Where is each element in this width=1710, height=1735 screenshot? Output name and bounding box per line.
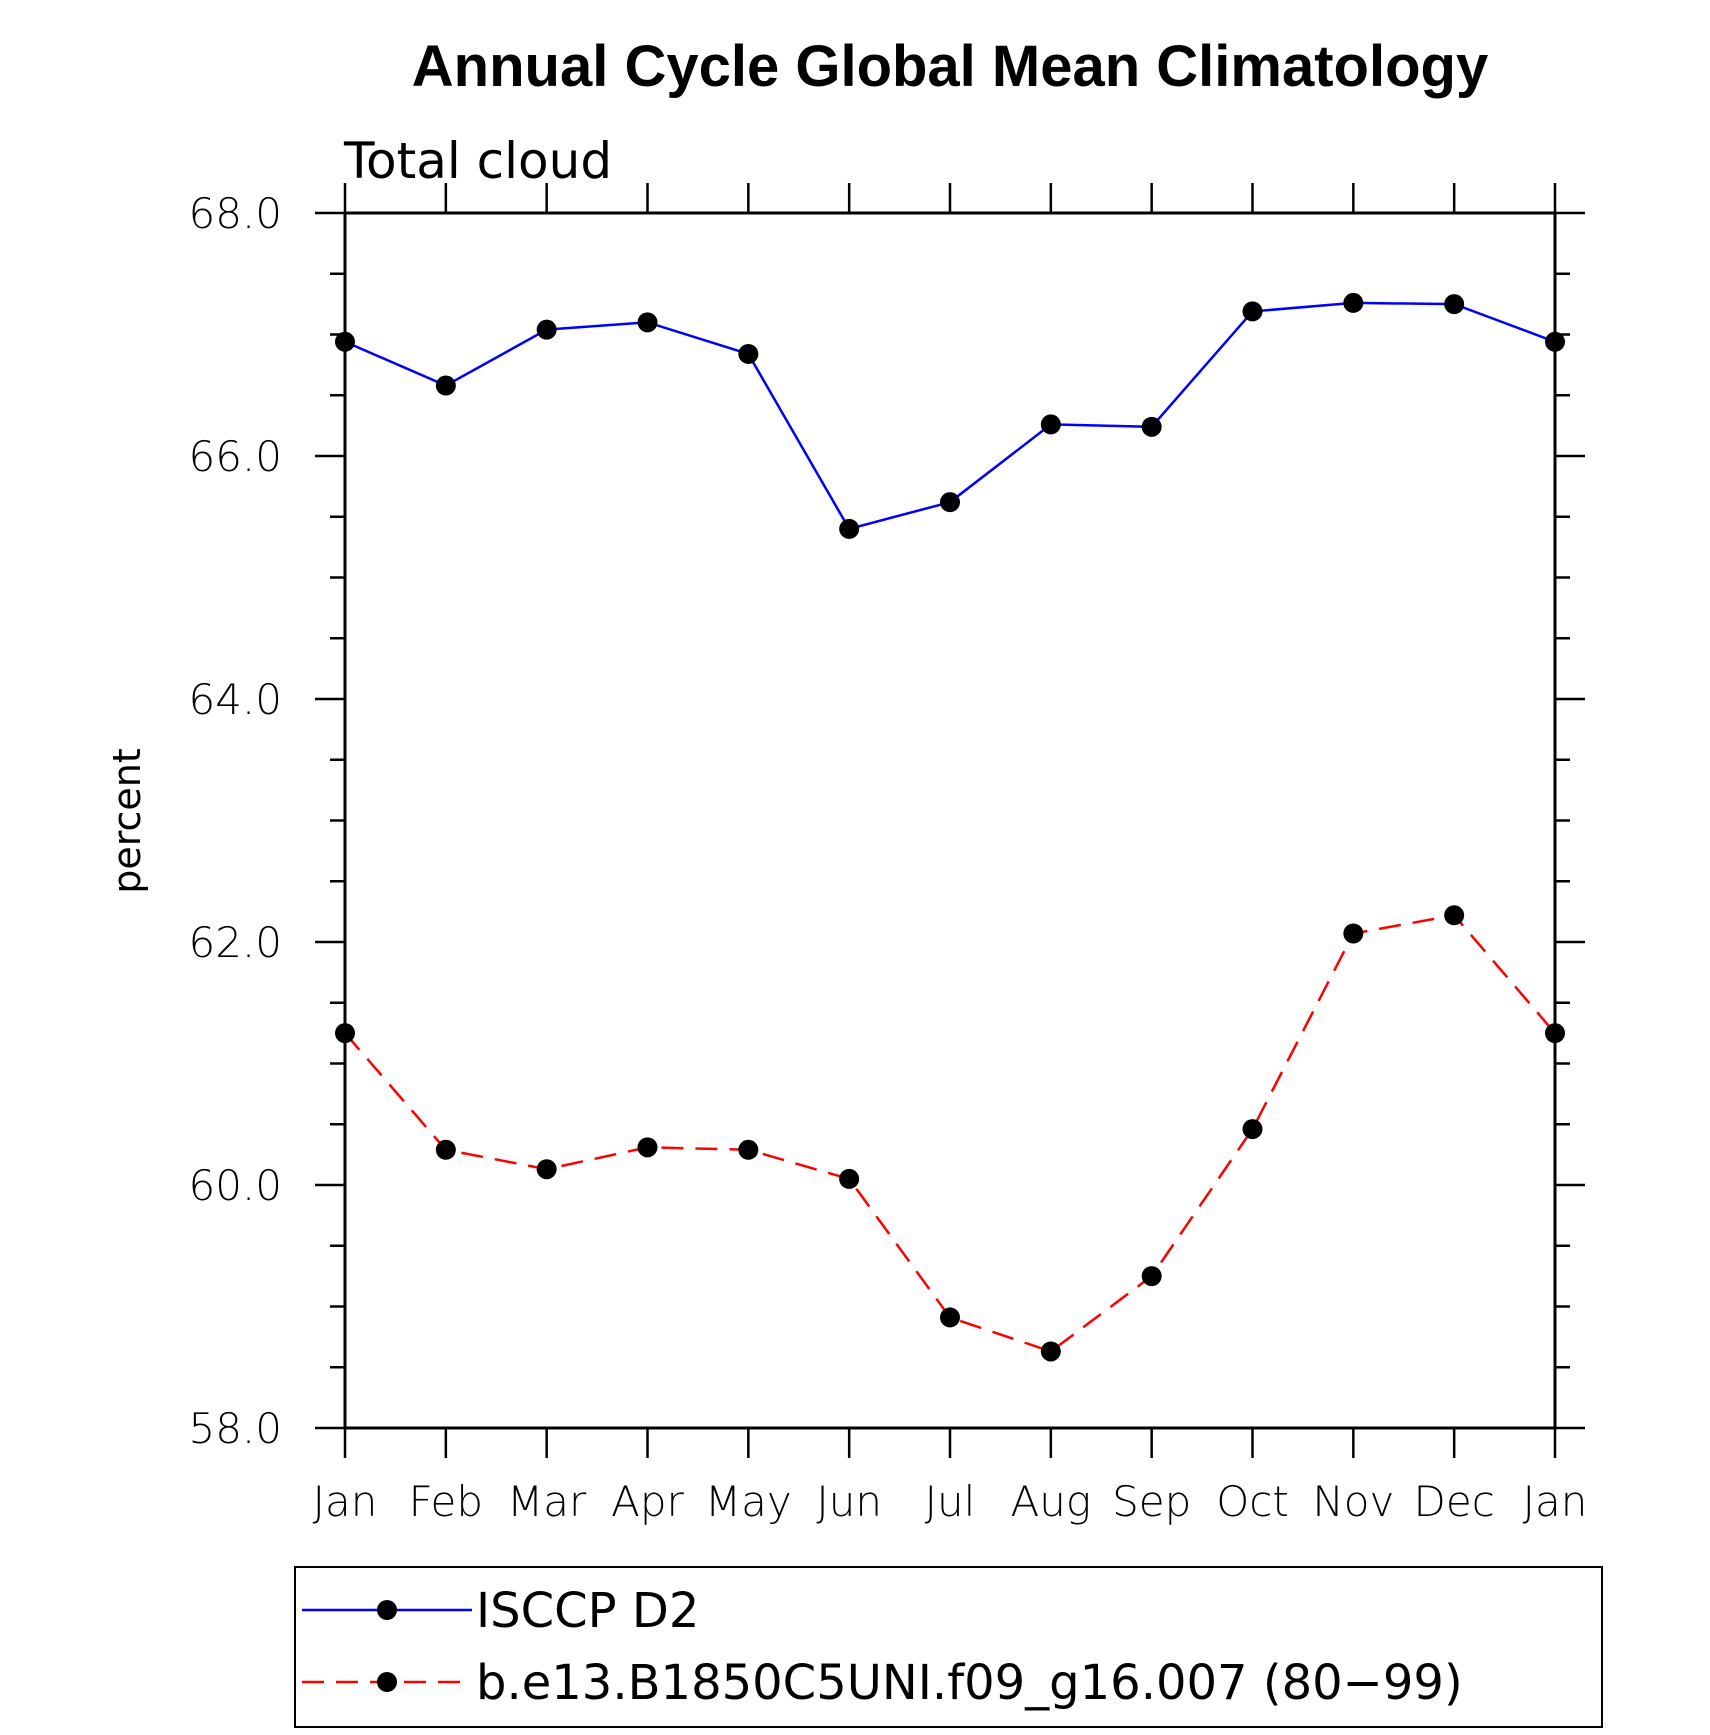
x-tick-label: Dec bbox=[1414, 1477, 1495, 1526]
x-tick-label: Aug bbox=[1011, 1477, 1092, 1526]
data-point-series-1 bbox=[435, 375, 456, 396]
chart-title: Annual Cycle Global Mean Climatology bbox=[412, 34, 1488, 99]
x-tick-label: Jun bbox=[816, 1477, 882, 1526]
data-point-series-1 bbox=[839, 518, 860, 539]
series-lines bbox=[344, 301, 1556, 1353]
x-tick-label: Mar bbox=[507, 1477, 587, 1526]
data-point-series-1 bbox=[536, 319, 557, 340]
data-point-series-1 bbox=[1040, 414, 1061, 435]
y-tick-label: 60.0 bbox=[188, 1161, 282, 1210]
y-tick-label: 62.0 bbox=[188, 918, 282, 967]
data-point-series-2 bbox=[1040, 1341, 1061, 1362]
series-line-2 bbox=[344, 913, 1556, 1353]
x-tick-label: May bbox=[705, 1477, 792, 1526]
series-points bbox=[335, 292, 1565, 1362]
x-tick-label: Apr bbox=[611, 1477, 684, 1526]
y-tick-label: 68.0 bbox=[188, 189, 282, 238]
plot-frame bbox=[343, 211, 1557, 1430]
legend-label-2: b.e13.B1850C5UNI.f09_g16.007 (80−99) bbox=[476, 1655, 1463, 1711]
data-point-series-2 bbox=[1141, 1266, 1162, 1287]
data-point-series-2 bbox=[738, 1139, 759, 1160]
legend-label-1: ISCCP D2 bbox=[476, 1583, 699, 1639]
data-point-series-1 bbox=[940, 492, 960, 513]
legend-box bbox=[294, 1566, 1603, 1728]
x-tick-label: Jul bbox=[925, 1477, 976, 1526]
data-point-series-1 bbox=[1141, 416, 1162, 437]
legend-marker-1 bbox=[377, 1600, 397, 1620]
x-tick-label: Jan bbox=[1523, 1477, 1588, 1526]
data-point-series-2 bbox=[435, 1139, 456, 1160]
y-axis-ticks: 58.0 60.0 62.0 64.0 66.0 68.0 bbox=[188, 189, 1585, 1453]
chart-subtitle: Total cloud bbox=[343, 132, 612, 190]
x-tick-label: Sep bbox=[1112, 1477, 1191, 1526]
y-tick-label: 58.0 bbox=[188, 1404, 282, 1453]
data-point-series-2 bbox=[1545, 1023, 1565, 1044]
data-point-series-2 bbox=[536, 1159, 557, 1180]
data-point-series-2 bbox=[335, 1023, 355, 1044]
data-point-series-1 bbox=[1343, 292, 1364, 313]
x-axis-ticks: Jan Feb Mar Apr May Jun Jul Aug Sep Oct Nov Dec Jan bbox=[313, 183, 1588, 1526]
x-tick-label: Oct bbox=[1216, 1477, 1289, 1526]
legend: ISCCP D2 b.e13.B1850C5UNI.f09_g16.007 (80… bbox=[302, 1583, 1463, 1711]
data-point-series-1 bbox=[738, 343, 759, 364]
x-tick-label: Feb bbox=[409, 1477, 483, 1526]
y-axis-label: percent bbox=[105, 748, 149, 894]
data-point-series-1 bbox=[1242, 301, 1263, 322]
data-point-series-1 bbox=[335, 331, 355, 352]
data-point-series-1 bbox=[637, 312, 658, 333]
x-tick-label: Nov bbox=[1312, 1477, 1394, 1526]
data-point-series-2 bbox=[839, 1168, 860, 1189]
y-tick-label: 66.0 bbox=[188, 432, 282, 481]
data-point-series-2 bbox=[1343, 923, 1364, 944]
data-point-series-2 bbox=[1444, 905, 1465, 926]
y-tick-label: 64.0 bbox=[188, 675, 282, 724]
x-tick-label: Jan bbox=[313, 1477, 378, 1526]
data-point-series-1 bbox=[1444, 294, 1465, 315]
legend-marker-2 bbox=[377, 1672, 397, 1692]
data-point-series-1 bbox=[1545, 331, 1565, 352]
data-point-series-2 bbox=[1242, 1119, 1263, 1140]
data-point-series-2 bbox=[940, 1307, 960, 1328]
data-point-series-2 bbox=[637, 1137, 658, 1158]
